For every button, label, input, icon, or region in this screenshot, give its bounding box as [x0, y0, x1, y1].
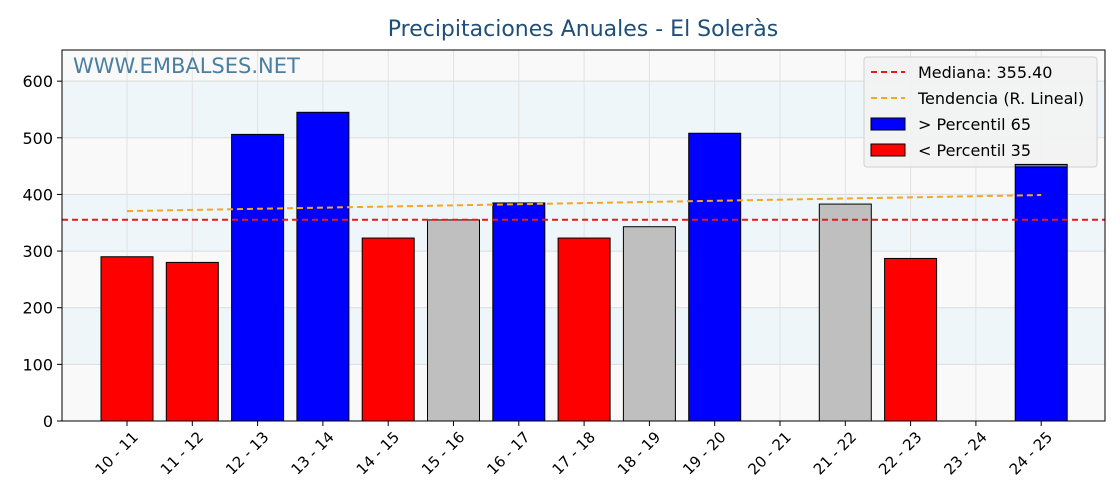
bar-19-20: [688, 132, 742, 422]
y-tick-label: 600: [22, 72, 53, 91]
plot-area: 0 100 200 300 400 500 600 10 - 11 11 - 12 12 - 13…: [22, 49, 1106, 478]
bar-24-25: [1014, 163, 1068, 422]
bar-13-14: [296, 111, 350, 422]
bar-15-16: [427, 219, 480, 422]
x-tick-label: 24 - 25: [1006, 428, 1056, 478]
legend-swatch-high: [870, 117, 906, 131]
bar-overlap-highlight: [1014, 163, 1068, 168]
bar-16-17: [492, 202, 546, 422]
x-tick-label: 17 - 18: [549, 428, 599, 478]
bar-14-15: [361, 237, 415, 422]
chart-title: Precipitaciones Anuales - El Soleràs: [388, 17, 779, 42]
bar-18-19: [622, 226, 676, 422]
trend-line: [126, 194, 1042, 213]
x-tick-label: 10 - 11: [92, 428, 142, 478]
watermark-text: WWW.EMBALSES.NET: [73, 54, 300, 78]
bar-10-11: [100, 256, 154, 422]
bar-21-22: [818, 203, 872, 422]
x-tick-label: 21 - 22: [810, 428, 860, 478]
x-tick-label: 19 - 20: [679, 428, 729, 478]
y-tick-label: 500: [22, 129, 53, 148]
x-tick-label: 23 - 24: [940, 428, 990, 478]
legend-swatch-low: [870, 143, 906, 157]
plot-frame: [61, 49, 1106, 422]
x-tick-label: 13 - 14: [287, 428, 337, 478]
x-tick-label: 12 - 13: [222, 428, 272, 478]
x-tick-label: 11 - 12: [157, 428, 207, 478]
bar-22-23: [884, 257, 938, 422]
y-tick-label: 200: [22, 299, 53, 318]
y-tick-label: 0: [43, 412, 53, 431]
x-tick-label: 22 - 23: [875, 428, 925, 478]
x-tick-label: 15 - 16: [418, 428, 468, 478]
bar-17-18: [557, 237, 611, 422]
x-tick-label: 20 - 21: [745, 428, 795, 478]
legend-box: [863, 56, 1098, 168]
y-tick-label: 100: [22, 355, 53, 374]
y-tick-label: 300: [22, 242, 53, 261]
x-tick-label: 18 - 19: [614, 428, 664, 478]
y-tick-label: 400: [22, 185, 53, 204]
legend-label: Tendencia (R. Lineal): [917, 89, 1084, 108]
legend-label: < Percentil 35: [918, 141, 1031, 160]
legend-label: Mediana: 355.40: [918, 63, 1052, 82]
bar-12-13: [231, 133, 285, 422]
x-tick-label: 14 - 15: [353, 428, 403, 478]
bar-11-12: [165, 261, 219, 422]
x-tick-label: 16 - 17: [483, 428, 533, 478]
legend-label: > Percentil 65: [918, 115, 1031, 134]
